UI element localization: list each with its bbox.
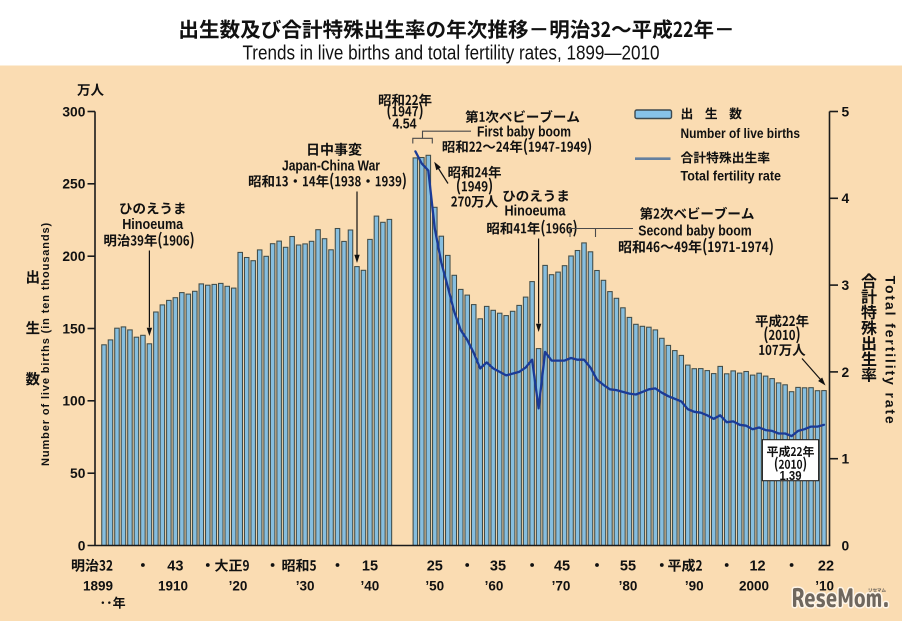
svg-text:’10: ’10 — [815, 579, 834, 594]
svg-text:150: 150 — [62, 321, 85, 336]
svg-text:First baby boom: First baby boom — [477, 125, 571, 141]
svg-text:250: 250 — [62, 177, 85, 192]
svg-text:Trends in live births and tota: Trends in live births and total fertilit… — [243, 43, 660, 65]
svg-text:Hinoeuma: Hinoeuma — [122, 217, 184, 233]
svg-text:’80: ’80 — [619, 579, 638, 594]
svg-text:Number of live births: Number of live births — [681, 125, 801, 141]
svg-text:50: 50 — [70, 466, 86, 481]
svg-text:Number of live births (in ten: Number of live births (in ten thousands) — [40, 222, 52, 466]
svg-text:2000: 2000 — [739, 579, 769, 594]
svg-text:200: 200 — [62, 249, 85, 264]
svg-text:55: 55 — [620, 559, 636, 575]
svg-text:’50: ’50 — [425, 579, 444, 594]
svg-text:1899: 1899 — [83, 579, 113, 594]
svg-text:1.39: 1.39 — [780, 469, 802, 483]
svg-text:43: 43 — [167, 559, 183, 575]
svg-text:45: 45 — [554, 559, 570, 575]
svg-text:Hinoeuma: Hinoeuma — [505, 204, 567, 220]
svg-text:5: 5 — [842, 104, 850, 119]
svg-text:’40: ’40 — [361, 579, 380, 594]
svg-text:Total fertility rate: Total fertility rate — [883, 276, 898, 426]
svg-text:0: 0 — [78, 538, 86, 553]
svg-text:’70: ’70 — [552, 579, 571, 594]
svg-text:Japan-China War: Japan-China War — [282, 158, 380, 174]
svg-text:Second baby boom: Second baby boom — [638, 224, 752, 240]
svg-text:2: 2 — [842, 365, 850, 380]
svg-text:100: 100 — [62, 394, 85, 409]
svg-text:0: 0 — [842, 538, 850, 553]
svg-text:25: 25 — [427, 559, 443, 575]
svg-text:300: 300 — [62, 104, 85, 119]
svg-text:4.54: 4.54 — [393, 116, 417, 132]
svg-text:1: 1 — [842, 452, 850, 467]
svg-text:35: 35 — [490, 559, 506, 575]
svg-text:’90: ’90 — [685, 579, 704, 594]
svg-text:12: 12 — [749, 559, 765, 575]
svg-text:15: 15 — [362, 559, 378, 575]
svg-text:’20: ’20 — [229, 579, 248, 594]
svg-text:1910: 1910 — [158, 579, 188, 594]
svg-text:’60: ’60 — [485, 579, 504, 594]
svg-text:22: 22 — [818, 559, 834, 575]
svg-text:’30: ’30 — [296, 579, 315, 594]
svg-text:4: 4 — [842, 191, 850, 206]
svg-text:Total fertility rate: Total fertility rate — [681, 168, 782, 184]
svg-text:3: 3 — [842, 278, 850, 293]
